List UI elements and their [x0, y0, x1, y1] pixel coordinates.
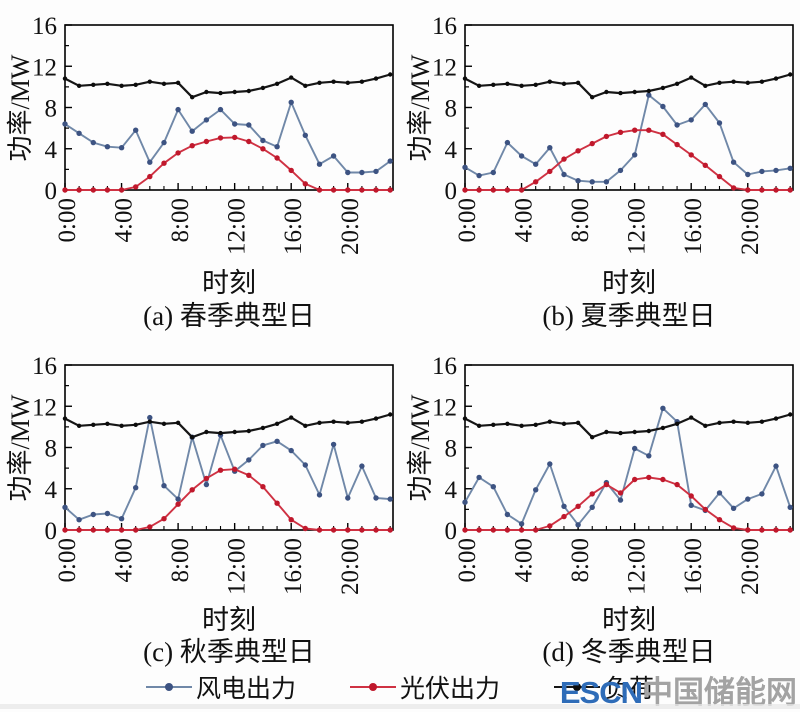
svg-text:16: 16	[32, 13, 57, 40]
y-axis-label: 功率/MW	[406, 394, 435, 502]
chart-spring: 0 4 8 12 16 0:00 4:00 8:00 12:00 16:00 20:00	[32, 13, 394, 255]
svg-text:20:00: 20:00	[337, 538, 364, 595]
svg-text:4: 4	[45, 137, 58, 164]
svg-text:12:00: 12:00	[624, 538, 651, 595]
svg-text:0:00: 0:00	[54, 198, 81, 242]
svg-text:12:00: 12:00	[224, 198, 251, 255]
svg-text:4:00: 4:00	[511, 198, 538, 242]
panel-winter: 功率/MW 0 4 8 12 16 0:00 4:00 8:00 12:00 16:00 20:00…	[400, 345, 800, 667]
svg-text:0:00: 0:00	[454, 198, 481, 242]
legend: 风电出力 光伏出力 负荷	[0, 666, 800, 708]
legend-item-load: 负荷	[554, 669, 654, 705]
y-axis-label: 功率/MW	[406, 54, 435, 162]
load-line-marker-icon	[554, 682, 600, 692]
wind-line-marker-icon	[145, 682, 192, 692]
svg-text:8: 8	[45, 436, 58, 463]
svg-text:16: 16	[32, 353, 57, 380]
svg-text:16:00: 16:00	[680, 538, 707, 595]
legend-label-pv: 光伏出力	[399, 676, 500, 703]
svg-text:0: 0	[445, 518, 458, 545]
svg-text:12: 12	[32, 394, 57, 421]
svg-text:16:00: 16:00	[280, 198, 307, 255]
legend-item-pv: 光伏出力	[349, 669, 500, 705]
y-axis-label: 功率/MW	[6, 54, 35, 162]
x-axis-label: 时刻	[202, 268, 256, 298]
svg-text:8:00: 8:00	[567, 538, 594, 582]
svg-text:12: 12	[432, 394, 457, 421]
svg-text:20:00: 20:00	[737, 198, 764, 255]
svg-text:4: 4	[445, 137, 458, 164]
svg-text:0:00: 0:00	[54, 538, 81, 582]
svg-text:4:00: 4:00	[111, 538, 138, 582]
svg-text:4: 4	[445, 477, 458, 504]
x-axis-label: 时刻	[602, 268, 656, 298]
svg-text:4: 4	[45, 477, 58, 504]
panel-spring: 功率/MW 0 4 8 12 16 0:00 4:00 8:00 12:00 16:00 20:00…	[0, 0, 400, 331]
svg-text:12:00: 12:00	[624, 198, 651, 255]
svg-text:20:00: 20:00	[737, 538, 764, 595]
x-axis-label: 时刻	[602, 605, 656, 635]
chart-winter: 0 4 8 12 16 0:00 4:00 8:00 12:00 16:00 20:00	[432, 353, 794, 595]
pv-line-marker-icon	[349, 682, 396, 692]
caption-autumn: (c) 秋季典型日	[143, 637, 315, 667]
svg-text:12:00: 12:00	[224, 538, 251, 595]
svg-text:0:00: 0:00	[454, 538, 481, 582]
svg-text:4:00: 4:00	[111, 198, 138, 242]
svg-text:0: 0	[45, 178, 58, 205]
svg-text:8: 8	[45, 96, 58, 123]
svg-text:4:00: 4:00	[511, 538, 538, 582]
svg-text:16: 16	[432, 353, 457, 380]
svg-text:8: 8	[445, 96, 458, 123]
svg-text:20:00: 20:00	[337, 198, 364, 255]
svg-text:8:00: 8:00	[567, 198, 594, 242]
caption-spring: (a) 春季典型日	[143, 301, 315, 331]
svg-text:0: 0	[45, 518, 58, 545]
svg-text:12: 12	[432, 54, 457, 81]
legend-item-wind: 风电出力	[145, 669, 296, 705]
svg-text:12: 12	[32, 54, 57, 81]
svg-text:8:00: 8:00	[167, 538, 194, 582]
svg-text:8:00: 8:00	[167, 198, 194, 242]
x-axis-label: 时刻	[202, 605, 256, 635]
chart-autumn: 0 4 8 12 16 0:00 4:00 8:00 12:00 16:00 20:00	[32, 353, 394, 595]
svg-text:16: 16	[432, 13, 457, 40]
svg-text:0: 0	[445, 178, 458, 205]
legend-label-load: 负荷	[604, 676, 655, 703]
svg-text:16:00: 16:00	[280, 538, 307, 595]
panel-summer: 功率/MW 0 4 8 12 16 0:00 4:00 8:00 12:00 16:00 20:00…	[400, 0, 800, 331]
bottom-divider	[0, 704, 800, 709]
chart-summer: 0 4 8 12 16 0:00 4:00 8:00 12:00 16:00 20:00	[432, 13, 794, 255]
legend-label-wind: 风电出力	[195, 676, 296, 703]
y-axis-label: 功率/MW	[6, 394, 35, 502]
caption-winter: (d) 冬季典型日	[542, 637, 716, 667]
panel-autumn: 功率/MW 0 4 8 12 16 0:00 4:00 8:00 12:00 16:00 20:00…	[0, 345, 400, 667]
svg-text:16:00: 16:00	[680, 198, 707, 255]
caption-summer: (b) 夏季典型日	[542, 301, 716, 331]
svg-text:8: 8	[445, 436, 458, 463]
